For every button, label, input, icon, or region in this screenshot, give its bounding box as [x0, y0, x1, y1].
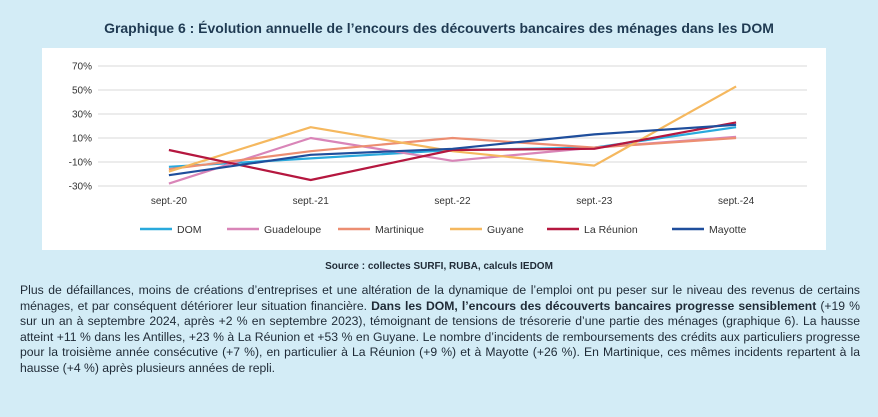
source-note: Source : collectes SURFI, RUBA, calculs … [325, 261, 553, 272]
chart-title: Graphique 6 : Évolution annuelle de l’en… [104, 20, 774, 36]
y-tick-label: 30% [72, 110, 92, 121]
x-tick-label: sept.-24 [718, 196, 755, 207]
y-tick-label: -30% [69, 182, 92, 193]
series-line-la-r-union [168, 121, 737, 182]
y-tick-label: 10% [72, 134, 92, 145]
x-tick-label: sept.-22 [434, 196, 471, 207]
legend-label: Guadeloupe [264, 224, 321, 236]
legend-label: Mayotte [709, 224, 747, 236]
chart-area: -30% -10% 10% 30% 50% 70% sept.-20 sept.-21 sept… [42, 48, 826, 250]
paragraph-part-1: Plus de défaillances, moins de créations… [20, 283, 860, 313]
x-tick-label: sept.-23 [576, 196, 613, 207]
x-tick-label: sept.-21 [293, 196, 330, 207]
line-chart: -30% -10% 10% 30% 50% 70% sept.-20 sept.-21 sept… [69, 62, 807, 236]
body-paragraph: Plus de défaillances, moins de créations… [20, 283, 860, 377]
y-tick-label: -10% [69, 158, 92, 169]
legend-label: Guyane [487, 224, 524, 236]
y-tick-label: 70% [72, 62, 92, 73]
y-tick-label: 50% [72, 86, 92, 97]
legend-label: Martinique [375, 224, 424, 236]
x-tick-label: sept.-20 [151, 196, 188, 207]
legend-label: La Réunion [584, 224, 638, 236]
paragraph-bold: Dans les DOM, l’encours des découverts b… [371, 298, 817, 313]
legend-label: DOM [177, 224, 202, 236]
paragraph-part-2: (+19 % sur un an à septembre 2024, après… [20, 298, 860, 375]
series-line-martinique [168, 136, 737, 171]
series-line-mayotte [168, 123, 737, 177]
